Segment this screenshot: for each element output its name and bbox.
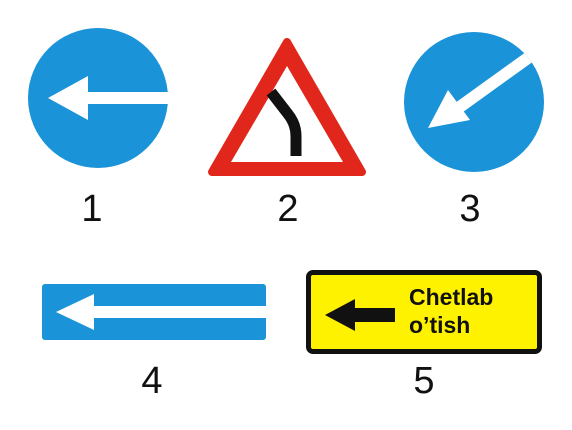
sign-5-text-line-1: Chetlab bbox=[409, 284, 494, 310]
sign-4-number: 4 bbox=[141, 360, 163, 402]
sign-1-number: 1 bbox=[81, 188, 103, 230]
sign-5-detour: Chetlab o’tish bbox=[306, 270, 542, 354]
sign-5-number: 5 bbox=[413, 360, 435, 402]
sign-2-dangerous-bend bbox=[208, 38, 366, 176]
arrow-left-icon bbox=[56, 294, 266, 330]
sign-1-keep-left bbox=[28, 28, 170, 168]
curve-right-icon bbox=[266, 88, 302, 156]
sign-4-one-way bbox=[42, 284, 266, 340]
sign-2-number: 2 bbox=[277, 188, 299, 230]
sign-3-pass-left bbox=[404, 32, 544, 172]
arrow-left-icon bbox=[48, 76, 170, 120]
arrow-left-icon bbox=[325, 299, 395, 331]
sign-5-text-line-2: o’tish bbox=[409, 312, 471, 338]
sign-5-text: Chetlab o’tish bbox=[409, 283, 493, 339]
sign-3-number: 3 bbox=[459, 188, 481, 230]
